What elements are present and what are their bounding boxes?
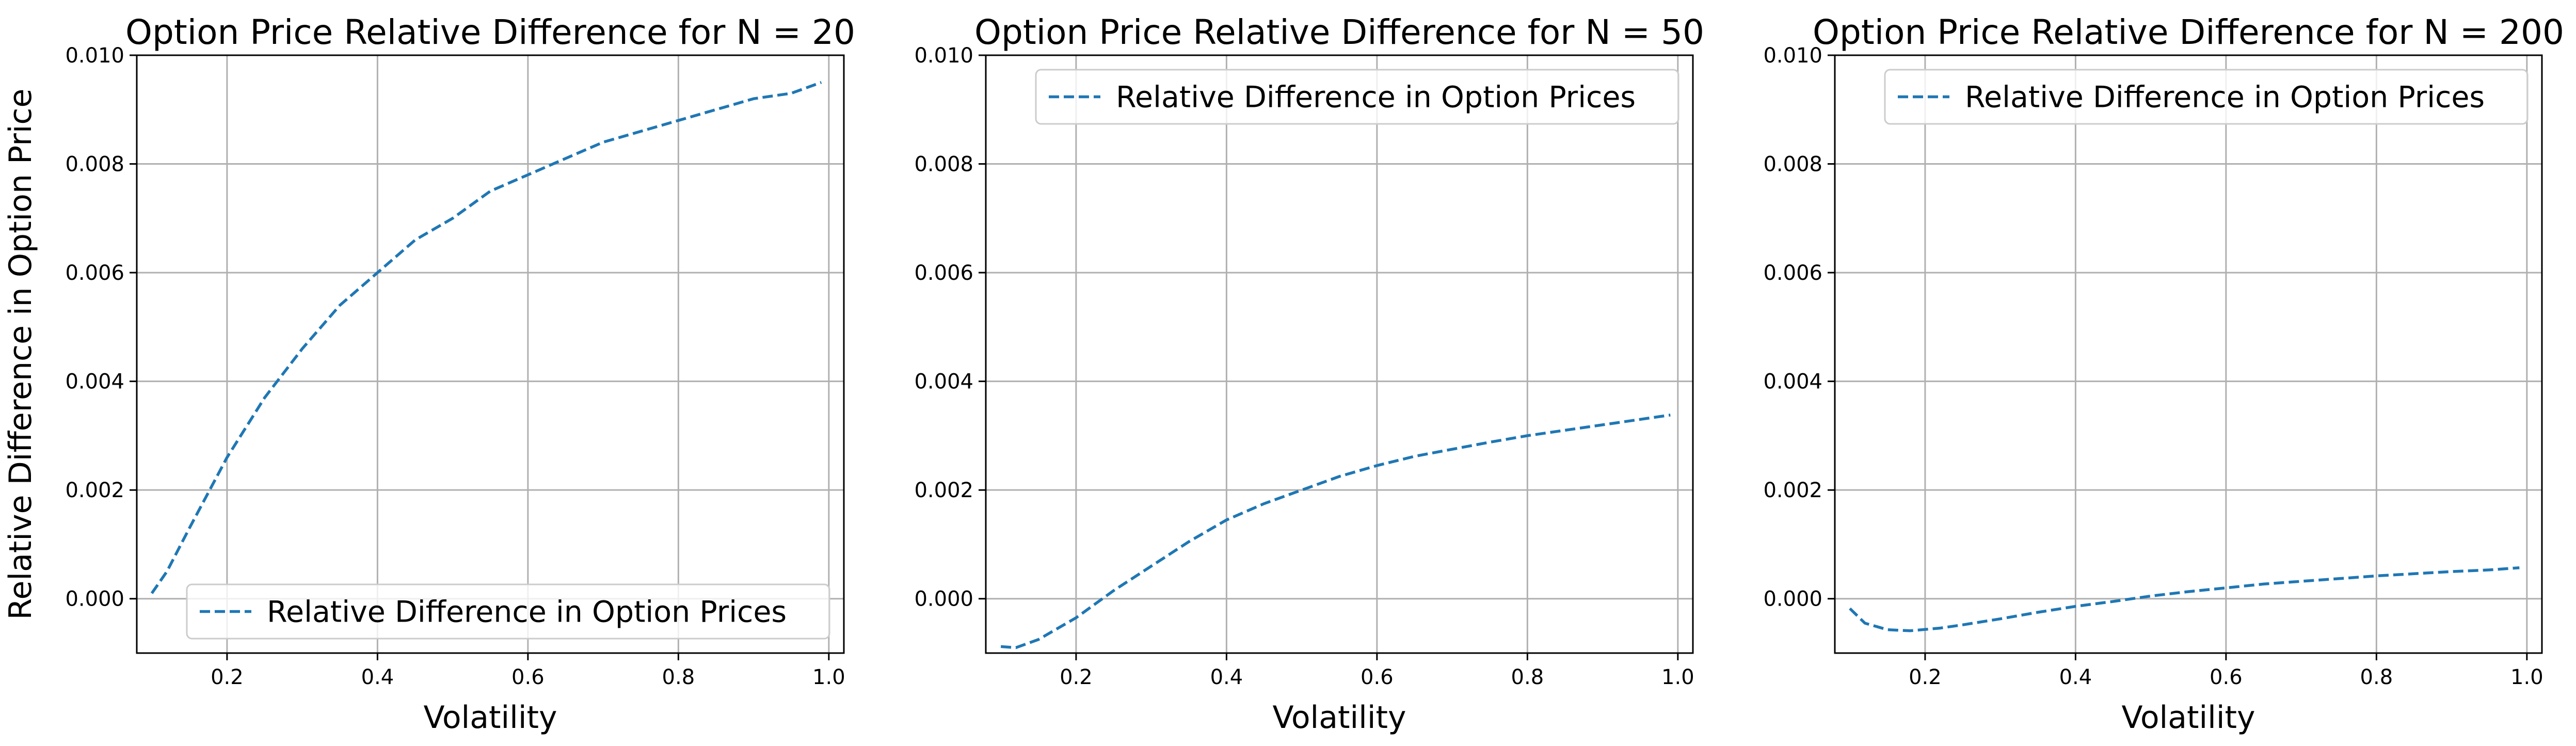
plot-frame bbox=[1834, 54, 2543, 654]
y-tick-label: 0.004 bbox=[1763, 370, 1822, 394]
x-tick-label: 1.0 bbox=[812, 665, 845, 689]
legend-box bbox=[1035, 69, 1679, 125]
y-tick-label: 0.006 bbox=[65, 261, 124, 285]
x-tick-label: 0.4 bbox=[2059, 665, 2092, 689]
y-tick-label: 0.008 bbox=[65, 153, 124, 177]
x-tick-label: 0.8 bbox=[662, 665, 695, 689]
y-tick-label: 0.000 bbox=[1763, 588, 1822, 611]
y-axis-label: Relative Difference in Option Price bbox=[3, 89, 39, 620]
legend-box bbox=[186, 583, 830, 640]
x-tick-label: 0.6 bbox=[2210, 665, 2243, 689]
y-tick-label: 0.002 bbox=[65, 479, 124, 502]
chart-title: Option Price Relative Difference for N =… bbox=[974, 12, 1704, 52]
x-tick-label: 1.0 bbox=[2510, 665, 2543, 689]
chart-panel-2: 0.2 0.4 0.6 0.8 1.0 0.000 0.002 0.004 0.006 0.008… bbox=[914, 12, 1704, 736]
chart-title: Option Price Relative Difference for N =… bbox=[1813, 12, 2564, 52]
series-line bbox=[1000, 414, 1671, 649]
legend-label: Relative Difference in Option Prices bbox=[1116, 81, 1636, 115]
y-tick-label: 0.002 bbox=[1763, 479, 1822, 502]
y-tick-label: 0.006 bbox=[914, 261, 973, 285]
y-tick-label: 0.006 bbox=[1763, 261, 1822, 285]
x-tick-label: 0.4 bbox=[361, 665, 394, 689]
y-tick-label: 0.008 bbox=[914, 153, 973, 177]
y-tick-label: 0.000 bbox=[914, 588, 973, 611]
x-tick-label: 0.6 bbox=[511, 665, 545, 689]
x-tick-label: 0.6 bbox=[1361, 665, 1394, 689]
x-axis-label: Volatility bbox=[1272, 700, 1406, 736]
y-tick-label: 0.000 bbox=[65, 588, 124, 611]
series-line bbox=[150, 81, 822, 594]
chart-panel-3: 0.2 0.4 0.6 0.8 1.0 0.000 0.002 0.004 0.006 0.008… bbox=[1763, 12, 2564, 736]
legend-label: Relative Difference in Option Prices bbox=[1965, 81, 2485, 115]
x-tick-label: 0.2 bbox=[1909, 665, 1942, 689]
x-tick-label: 0.8 bbox=[1511, 665, 1544, 689]
legend-label: Relative Difference in Option Prices bbox=[267, 595, 787, 629]
series-line bbox=[1849, 566, 2520, 632]
x-tick-label: 0.2 bbox=[211, 665, 244, 689]
y-tick-label: 0.010 bbox=[65, 44, 124, 68]
y-tick-label: 0.004 bbox=[914, 370, 973, 394]
x-tick-label: 0.2 bbox=[1060, 665, 1093, 689]
x-axis-label: Volatility bbox=[423, 700, 557, 736]
x-tick-label: 1.0 bbox=[1661, 665, 1694, 689]
chart-title: Option Price Relative Difference for N =… bbox=[125, 12, 855, 52]
x-tick-label: 0.4 bbox=[1210, 665, 1243, 689]
chart-panel-1: 0.2 0.4 0.6 0.8 1.0 0.000 0.002 0.004 0.006 0.008… bbox=[3, 12, 855, 736]
y-tick-label: 0.004 bbox=[65, 370, 124, 394]
legend-box bbox=[1884, 69, 2529, 125]
y-tick-label: 0.008 bbox=[1763, 153, 1822, 177]
y-tick-label: 0.002 bbox=[914, 479, 973, 502]
plot-frame bbox=[136, 54, 845, 654]
x-axis-label: Volatility bbox=[2121, 700, 2255, 736]
y-tick-label: 0.010 bbox=[1763, 44, 1822, 68]
x-tick-label: 0.8 bbox=[2360, 665, 2393, 689]
plot-frame bbox=[985, 54, 1694, 654]
y-tick-label: 0.010 bbox=[914, 44, 973, 68]
